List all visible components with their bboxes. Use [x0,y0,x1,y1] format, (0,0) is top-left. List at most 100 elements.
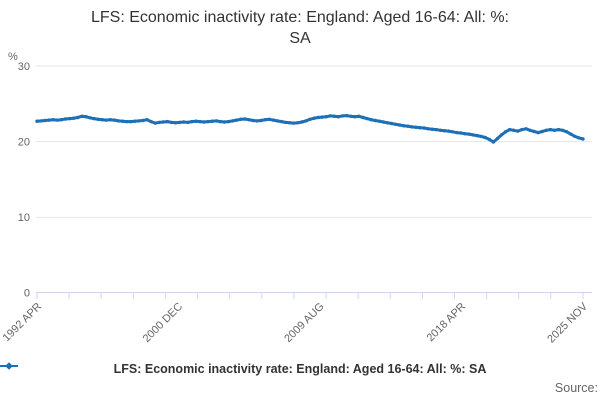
series-point-marker [271,118,275,122]
series-point-marker [186,120,190,125]
legend: LFS: Economic inactivity rate: England: … [0,360,600,378]
series-point-marker [332,114,337,119]
series-point-marker [524,127,528,131]
series-point-marker [165,119,170,124]
series-point-marker [455,130,459,135]
series-point-marker [377,119,381,123]
series-point-marker [414,125,418,129]
y-axis-label-30: 30 [18,61,30,73]
series-point-marker [353,115,357,119]
series-point-marker [308,117,312,122]
x-axis-ticks [36,293,584,299]
series-point-marker [516,129,520,133]
series-point-marker [304,119,308,123]
series-point-marker [397,123,402,127]
series-point-marker [230,119,235,123]
series-point-marker [137,119,141,123]
series-point-marker [206,119,210,124]
series-point-marker [385,121,390,125]
series-point-marker [556,127,561,132]
series-point-marker [438,128,443,132]
series-point-marker [88,116,92,120]
series-point-marker [512,128,516,132]
series-point-marker [479,134,483,139]
series-point-marker [552,128,557,132]
series-point-marker [569,132,573,136]
series-point-marker [153,121,157,125]
series-point-marker [222,120,227,124]
chart-title: LFS: Economic inactivity rate: England: … [0,7,600,49]
series-point-marker [381,120,385,124]
y-axis-labels: 30 20 10 0 [18,61,30,300]
y-axis-label-0: 0 [24,288,30,300]
series-point-marker [544,128,548,132]
series-point-marker [565,130,569,134]
series-point-markers [35,113,585,144]
series-point-marker [365,116,369,121]
series-point-marker [491,140,496,144]
x-axis-label-4: 2025 NOV [545,300,590,345]
series-point-marker [536,130,540,135]
series-point-marker [112,118,117,122]
series-point-marker [283,120,288,125]
x-axis-label-1: 2000 DEC [141,301,185,345]
series-point-marker [96,117,100,122]
series-point-marker [47,118,51,122]
series-point-marker [483,135,487,140]
series-point-marker [324,115,328,119]
series-point-marker [202,120,206,124]
series-point-marker [145,118,149,122]
series-point-marker [487,137,491,142]
series-point-marker [320,115,324,119]
series-point-marker [194,119,198,123]
series-point-marker [247,118,251,122]
series-point-marker [177,120,182,125]
series-point-marker [267,117,271,122]
series-point-marker [104,118,109,122]
series-point-marker [161,120,165,124]
series-point-marker [357,114,361,119]
series-point-marker [210,119,214,123]
series-point-marker [349,114,353,119]
series-point-marker [560,128,565,132]
series-point-marker [508,127,512,132]
series-point-marker [581,137,585,141]
series-point-marker [51,118,55,122]
series-point-marker [239,117,243,122]
series-point-marker [255,119,259,123]
series-point-marker [406,124,410,128]
series-point-marker [169,120,174,125]
series-point-marker [422,126,426,130]
series-point-marker [540,129,544,134]
legend-line-marker-icon [0,362,18,370]
series-point-marker [373,118,377,123]
series-point-marker [528,128,532,132]
series-point-marker [426,127,430,131]
series-point-marker [577,136,581,140]
series-point-marker [226,119,231,124]
series-point-marker [467,132,471,136]
series-point-marker [218,119,223,124]
legend-item-label: LFS: Economic inactivity rate: England: … [113,362,487,376]
series-point-marker [503,130,508,134]
series-point-marker [63,117,68,121]
series-point-marker [43,118,47,123]
series-point-marker [434,127,438,132]
series-point-marker [340,114,345,118]
series-point-marker [92,116,96,121]
series-point-marker [67,116,72,121]
series-point-marker [495,136,500,141]
series-point-marker [259,118,263,123]
series-point-marker [100,118,104,122]
series-point-marker [84,115,88,119]
series-point-marker [548,127,553,132]
y-axis-unit-label: % [8,51,18,63]
series-point-marker [198,119,202,124]
y-axis-label-20: 20 [18,137,30,149]
series-point-marker [157,120,161,125]
series-point-marker [214,119,218,123]
series-point-marker [430,127,434,131]
legend-item-lfs-inactivity-rate[interactable]: LFS: Economic inactivity rate: England: … [0,362,487,376]
series-point-marker [287,121,292,125]
